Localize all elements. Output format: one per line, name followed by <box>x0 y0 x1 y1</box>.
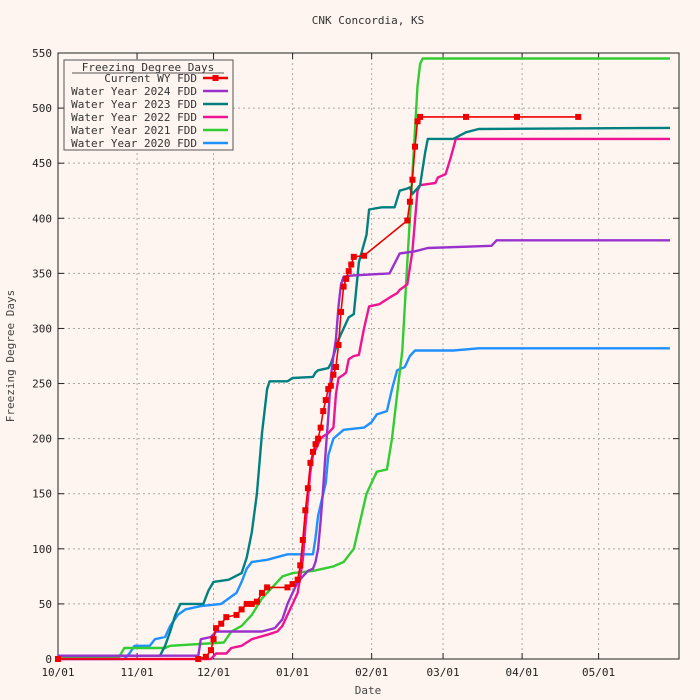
y-tick-label: 250 <box>32 378 52 391</box>
series-marker <box>338 308 345 315</box>
series-line-2 <box>58 126 671 657</box>
series-marker <box>304 485 311 492</box>
series-marker <box>335 341 342 348</box>
series-marker <box>195 656 202 662</box>
series-marker <box>340 283 347 290</box>
x-tick-label: 01/01 <box>276 666 309 679</box>
series-marker <box>233 611 240 618</box>
x-tick-label: 11/01 <box>120 666 153 679</box>
x-tick-label: 02/01 <box>355 666 388 679</box>
y-tick-label: 400 <box>32 212 52 225</box>
series-marker <box>343 275 350 282</box>
series-marker <box>575 113 582 120</box>
series-marker <box>406 198 413 205</box>
plot-area-frame <box>57 52 680 660</box>
y-tick-label: 350 <box>32 267 52 280</box>
series-marker <box>310 448 316 455</box>
series-marker <box>345 268 352 275</box>
series-marker <box>259 589 265 596</box>
y-axis-ticks: 0 50 100 150 200 250 300 350 400 450 500 550 <box>32 47 679 666</box>
series-layer <box>55 57 671 662</box>
x-tick-label: 10/01 <box>41 666 74 679</box>
series-marker <box>350 253 357 260</box>
series-marker <box>294 576 301 583</box>
series-marker <box>348 261 355 268</box>
series-marker <box>322 397 329 404</box>
legend: Freezing Degree Days Current WY FDDWater… <box>63 59 234 151</box>
series-marker <box>289 581 296 588</box>
y-tick-label: 300 <box>32 322 52 335</box>
series-marker <box>330 371 337 378</box>
chart-title: CNK Concordia, KS <box>312 14 425 27</box>
y-tick-label: 500 <box>32 102 52 115</box>
x-tick-label: 05/01 <box>582 666 615 679</box>
series-marker <box>248 600 255 607</box>
y-tick-label: 50 <box>39 598 52 611</box>
y-tick-label: 100 <box>32 543 52 556</box>
x-axis-label: Date <box>355 684 382 697</box>
series-marker <box>213 625 220 632</box>
series-line-3 <box>58 137 670 661</box>
series-marker <box>218 620 225 627</box>
series-marker <box>264 584 271 591</box>
x-tick-label: 12/01 <box>197 666 230 679</box>
legend-label: Current WY FDD <box>104 72 197 85</box>
legend-label: Water Year 2023 FDD <box>71 98 197 111</box>
series-marker <box>223 614 230 621</box>
x-axis-ticks: 10/01 11/01 12/01 01/01 02/01 03/01 04/01 05/01 <box>41 53 615 679</box>
series-marker <box>208 647 214 654</box>
series-marker <box>412 143 418 150</box>
legend-title: Freezing Degree Days <box>82 61 214 74</box>
series-marker <box>317 424 324 431</box>
series-marker <box>312 441 319 448</box>
y-tick-label: 150 <box>32 488 52 501</box>
legend-marker <box>212 75 219 81</box>
series-marker <box>361 252 367 259</box>
series-marker <box>55 656 61 662</box>
y-tick-label: 550 <box>32 47 52 60</box>
series-marker <box>327 382 334 389</box>
series-marker <box>307 459 314 466</box>
series-marker <box>463 113 469 120</box>
series-marker <box>284 584 291 591</box>
series-marker <box>414 118 421 125</box>
x-tick-label: 03/01 <box>426 666 459 679</box>
series-marker <box>417 113 424 120</box>
series-marker <box>404 217 411 224</box>
series-marker <box>243 600 250 607</box>
y-tick-label: 450 <box>32 157 52 170</box>
series-marker <box>297 562 304 569</box>
series-marker <box>238 606 245 613</box>
series-marker <box>315 435 322 442</box>
series-line-1 <box>58 239 670 657</box>
series-marker <box>514 113 520 120</box>
legend-label: Water Year 2020 FDD <box>71 137 197 150</box>
legend-label: Water Year 2022 FDD <box>71 111 197 124</box>
series-marker <box>409 176 416 183</box>
series-marker <box>253 598 260 605</box>
series-marker <box>302 507 309 514</box>
y-tick-label: 200 <box>32 433 52 446</box>
x-tick-label: 04/01 <box>506 666 539 679</box>
legend-label: Water Year 2021 FDD <box>71 124 197 137</box>
series-marker <box>202 653 209 660</box>
series-marker <box>325 386 332 393</box>
series-marker <box>299 537 306 544</box>
series-marker <box>210 636 217 643</box>
legend-label: Water Year 2024 FDD <box>71 85 197 98</box>
series-line-0 <box>58 116 579 660</box>
series-marker <box>320 408 327 415</box>
series-line-5 <box>58 347 670 661</box>
series-marker <box>332 364 339 371</box>
y-axis-label: Freezing Degree Days <box>4 290 17 422</box>
y-tick-label: 0 <box>45 653 52 666</box>
